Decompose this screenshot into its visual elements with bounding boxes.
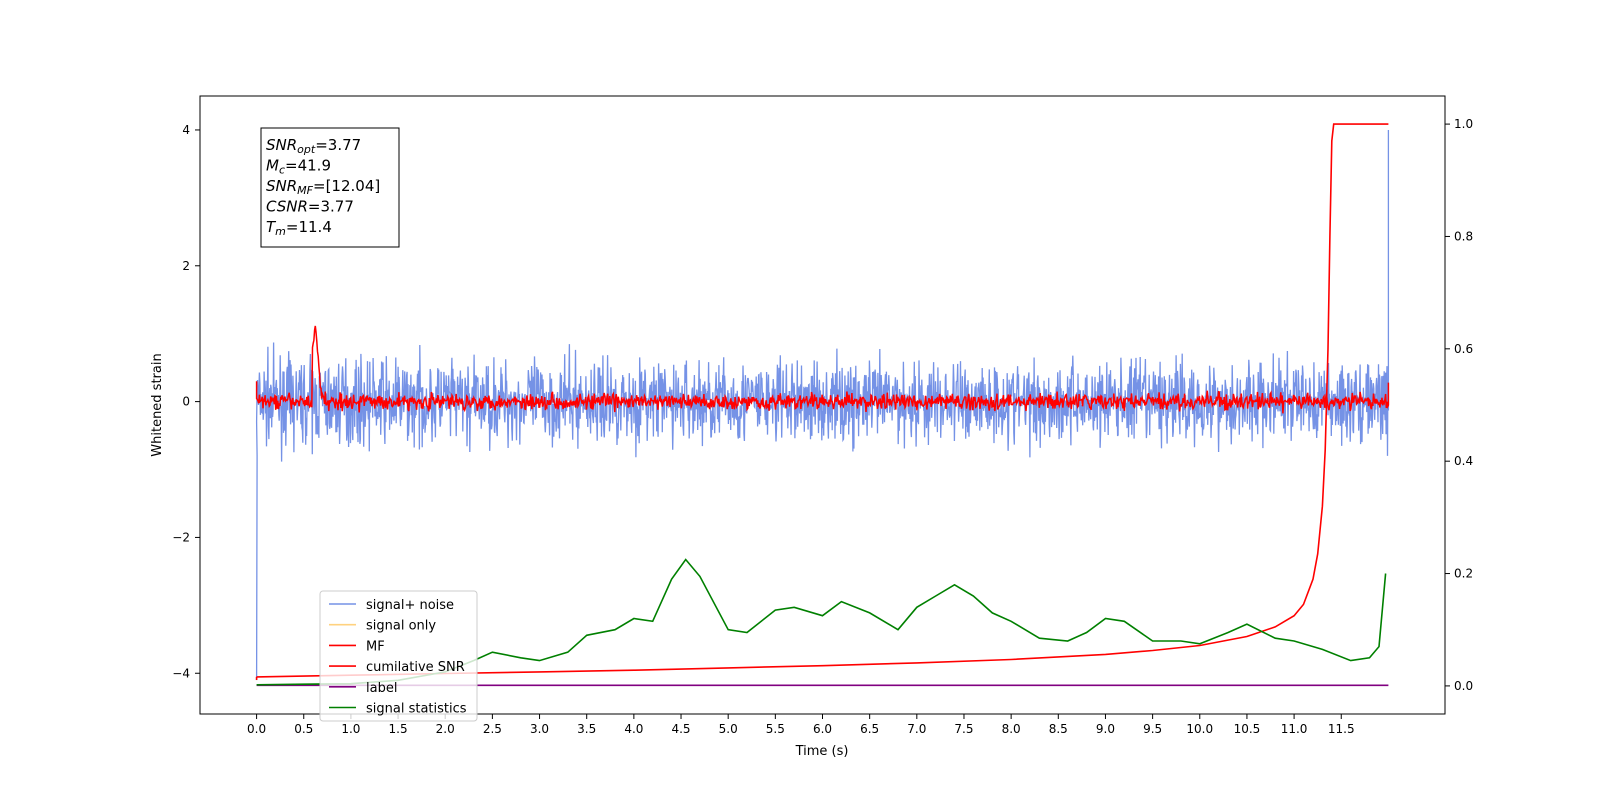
x-tick-label: 4.0 — [624, 722, 643, 736]
legend-label: label — [366, 681, 397, 696]
x-tick-label: 1.5 — [389, 722, 408, 736]
legend-label: signal+ noise — [366, 598, 454, 613]
x-tick-label: 2.0 — [436, 722, 455, 736]
y-tick-label: −4 — [172, 666, 190, 680]
mf-line — [255, 325, 1390, 414]
x-tick-label: 8.5 — [1049, 722, 1068, 736]
x-tick-label: 5.0 — [719, 722, 738, 736]
x-axis: 0.0 0.5 1.0 1.5 2.0 2.5 3.0 3.5 4.0 4.5 5.0 5.5 6.0 6… — [247, 714, 1355, 736]
x-tick-label: 7.5 — [954, 722, 973, 736]
x-tick-label: 10.5 — [1234, 722, 1261, 736]
x-tick-label: 3.0 — [530, 722, 549, 736]
y2-tick-label: 0.4 — [1454, 454, 1473, 468]
annotation-line: CSNR=3.77 — [266, 198, 354, 216]
x-tick-label: 9.5 — [1143, 722, 1162, 736]
annotation-line: Tm=11.4 — [266, 218, 332, 238]
legend-label: signal statistics — [366, 702, 467, 717]
legend-label: signal only — [366, 619, 436, 634]
annotation-line: SNRopt=3.77 — [266, 136, 361, 156]
annotation-box: SNRopt=3.77Mc=41.9SNRMF=[12.04]CSNR=3.77… — [260, 127, 400, 248]
y2-tick-label: 0.2 — [1454, 567, 1473, 581]
y-tick-label: 4 — [182, 123, 190, 137]
x-tick-label: 9.0 — [1096, 722, 1115, 736]
y2-tick-label: 0.0 — [1454, 679, 1473, 693]
legend-label: cumilative SNR — [366, 660, 465, 675]
y-tick-label: 2 — [182, 259, 190, 273]
x-tick-label: 2.5 — [483, 722, 502, 736]
x-tick-label: 3.5 — [577, 722, 596, 736]
annotation-line: SNRMF=[12.04] — [266, 177, 380, 197]
y2-tick-label: 0.8 — [1454, 229, 1473, 243]
y-axis-label: Whitened strain — [150, 353, 165, 456]
signal-statistics-line — [256, 558, 1387, 686]
x-tick-label: 7.0 — [907, 722, 926, 736]
x-tick-label: 11.5 — [1328, 722, 1355, 736]
y2-tick-label: 1.0 — [1454, 117, 1473, 131]
signal-noise-line — [255, 130, 1390, 681]
legend: signal+ noise signal only MF cumilative SNR… — [319, 590, 478, 722]
x-tick-label: 0.0 — [247, 722, 266, 736]
x-tick-label: 4.5 — [671, 722, 690, 736]
y-axis-right: 1.0 0.8 0.6 0.4 0.2 0.0 — [1445, 117, 1473, 693]
y-tick-label: −2 — [172, 530, 190, 544]
legend-frame — [319, 590, 478, 722]
legend-label: MF — [366, 639, 385, 654]
x-tick-label: 11.0 — [1281, 722, 1308, 736]
y-axis-left: 4 2 0 −2 −4 — [172, 123, 200, 680]
x-tick-label: 6.0 — [813, 722, 832, 736]
x-tick-label: 1.0 — [341, 722, 360, 736]
x-tick-label: 6.5 — [860, 722, 879, 736]
annotation-line: Mc=41.9 — [266, 157, 331, 177]
x-tick-label: 10.0 — [1186, 722, 1213, 736]
x-tick-label: 0.5 — [294, 722, 313, 736]
y2-tick-label: 0.6 — [1454, 342, 1473, 356]
y-tick-label: 0 — [182, 395, 190, 409]
x-axis-label: Time (s) — [795, 744, 849, 759]
annotation-frame — [260, 127, 400, 248]
x-tick-label: 8.0 — [1002, 722, 1021, 736]
x-tick-label: 5.5 — [766, 722, 785, 736]
